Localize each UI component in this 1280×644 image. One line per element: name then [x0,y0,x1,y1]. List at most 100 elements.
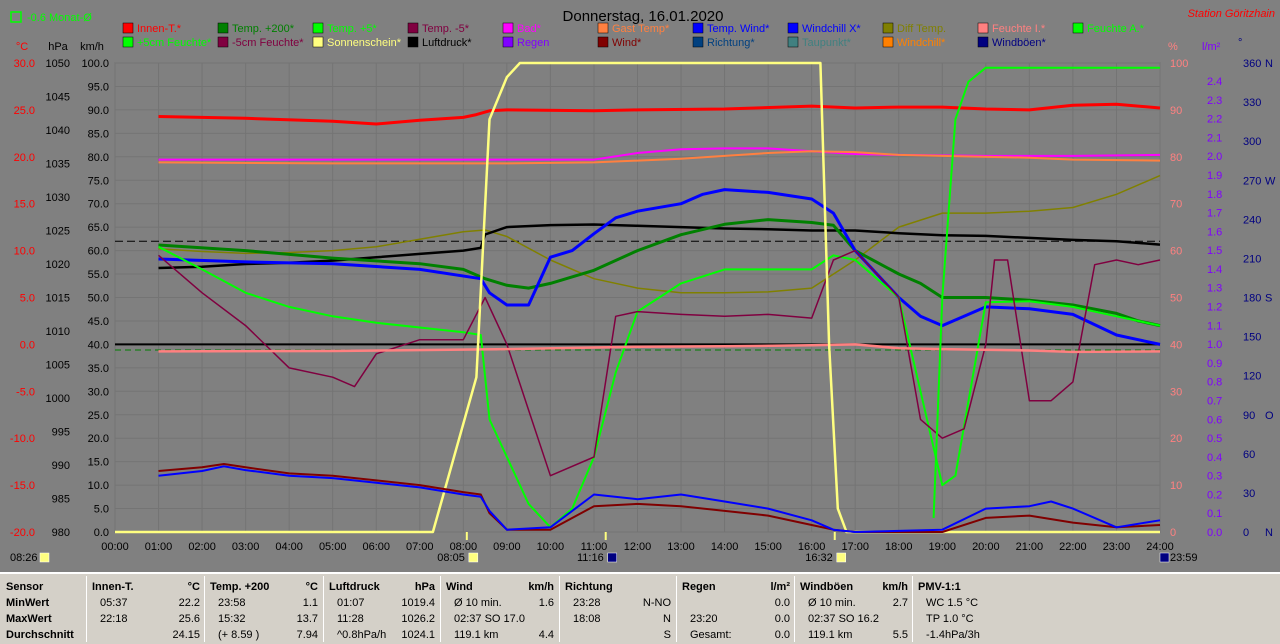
rain-tick-label: 1.5 [1207,245,1222,257]
direction-letter-label: O [1265,410,1274,422]
rain-tick-label: 0.4 [1207,452,1222,464]
percent-tick-label: 100 [1170,58,1188,70]
legend-swatch [312,36,324,48]
series-line [158,174,1161,294]
time-marker-label: 11:16 [577,552,604,564]
series-line [932,66,1160,518]
rain-tick-label: 1.1 [1207,320,1222,332]
kmh-tick-label: 40.0 [88,339,109,351]
legend-swatch [597,22,609,34]
series-line [158,223,1161,270]
percent-tick-label: 10 [1170,480,1182,492]
legend-swatch [882,36,894,48]
kmh-tick-label: 50.0 [88,293,109,305]
stats-column: Temp. +200 °C 23:58 1.1 15:32 13.7 (+ 8.59 ) 7.… [210,574,322,644]
rain-tick-label: 1.2 [1207,302,1222,314]
celsius-tick-label: 15.0 [14,199,35,211]
x-tick-label: 23:00 [1103,541,1131,553]
series-line [158,249,1161,477]
chart-labels: 00:00 01:00 02:00 03:00 04:00 05:00 06:00 07:00… [10,8,1276,564]
rain-tick-label: 1.6 [1207,226,1222,238]
percent-tick-label: 50 [1170,293,1182,305]
kmh-tick-label: 95.0 [88,81,109,93]
legend-label: Temp. -5* [422,23,470,35]
direction-tick-label: 60 [1243,449,1255,461]
percent-axis-unit: % [1168,41,1178,53]
kmh-tick-label: 15.0 [88,457,109,469]
kmh-axis-unit: km/h [80,41,104,53]
series-line [115,61,1160,534]
x-tick-label: 08:00 [450,541,478,553]
time-marker-label: 16:32 [805,552,833,564]
legend-label: Innen-T.* [137,23,182,35]
stats-cell: Ø 10 min. 2.7 [808,597,908,609]
celsius-tick-label: 20.0 [14,152,35,164]
direction-tick-label: 30 [1243,488,1255,500]
weather-chart: 00:00 01:00 02:00 03:00 04:00 05:00 06:00 07:00… [10,8,1276,564]
series-line [158,465,1161,533]
x-tick-label: 04:00 [275,541,303,553]
stats-column: Richtung 23:28 N-NO 18:08 N S [565,574,675,644]
legend-label: Wind* [612,37,642,49]
stats-cell: 23:58 1.1 [218,597,318,609]
direction-tick-label: 180 [1243,293,1261,305]
stats-header: Temp. +200 °C [210,581,318,593]
legend-swatch [692,36,704,48]
celsius-tick-label: -20.0 [10,527,35,539]
stats-cell: 119.1 km 4.4 [454,629,554,641]
time-marker-label: 23:59 [1170,552,1198,564]
legend-swatch [882,22,894,34]
stats-cell: 01:07 1019.4 [337,597,435,609]
legend-swatch [122,36,134,48]
percent-tick-label: 0 [1170,527,1176,539]
series-line [158,150,1161,165]
x-tick-label: 05:00 [319,541,347,553]
stats-header: Innen-T. °C [92,581,200,593]
x-tick-label: 22:00 [1059,541,1087,553]
stats-cell: 22:18 25.6 [100,613,200,625]
moon-icon [1159,552,1170,563]
legend-label: Sonnenschein* [327,37,402,49]
stats-cell: 11:28 1026.2 [337,613,435,625]
rain-tick-label: 0.8 [1207,377,1222,389]
kmh-tick-label: 75.0 [88,175,109,187]
legend-label: Temp. +200* [232,23,295,35]
stats-cell: 119.1 km 5.5 [808,629,908,641]
celsius-tick-label: 5.0 [20,293,35,305]
hpa-tick-label: 995 [52,427,70,439]
legend-label: Windchill X* [802,23,861,35]
rain-tick-label: 2.4 [1207,76,1222,88]
stats-header: Richtung [565,581,613,593]
kmh-tick-label: 35.0 [88,363,109,375]
stats-separator [323,576,324,642]
stats-cell: WC 1.5 °C [926,597,979,609]
percent-tick-label: 60 [1170,246,1182,258]
hpa-tick-label: 990 [52,460,70,472]
direction-axis-unit: ° [1238,37,1242,49]
stats-cell: Gesamt: 0.0 [690,629,790,641]
stats-separator [559,576,560,642]
stats-cell: MaxWert [6,613,52,625]
x-tick-label: 16:00 [798,541,826,553]
legend-swatch [122,22,134,34]
series-line [158,463,1161,533]
direction-letter-label: N [1265,527,1273,539]
celsius-tick-label: -10.0 [10,433,35,445]
stats-cell: MinWert [6,597,50,609]
kmh-tick-label: 85.0 [88,128,109,140]
x-tick-label: 03:00 [232,541,260,553]
x-tick-label: 24:00 [1146,541,1174,553]
x-tick-label: 09:00 [493,541,521,553]
hpa-tick-label: 1015 [46,293,70,305]
legend-swatch [407,22,419,34]
direction-tick-label: 330 [1243,97,1261,109]
rain-tick-label: 0.6 [1207,414,1222,426]
kmh-tick-label: 60.0 [88,246,109,258]
legend-swatch [217,36,229,48]
hpa-tick-label: 1045 [46,92,70,104]
moon-icon [607,552,617,563]
legend-swatch [787,22,799,34]
legend-swatch [502,36,514,48]
celsius-tick-label: -15.0 [10,480,35,492]
stats-cell: 0.0 [774,597,790,609]
